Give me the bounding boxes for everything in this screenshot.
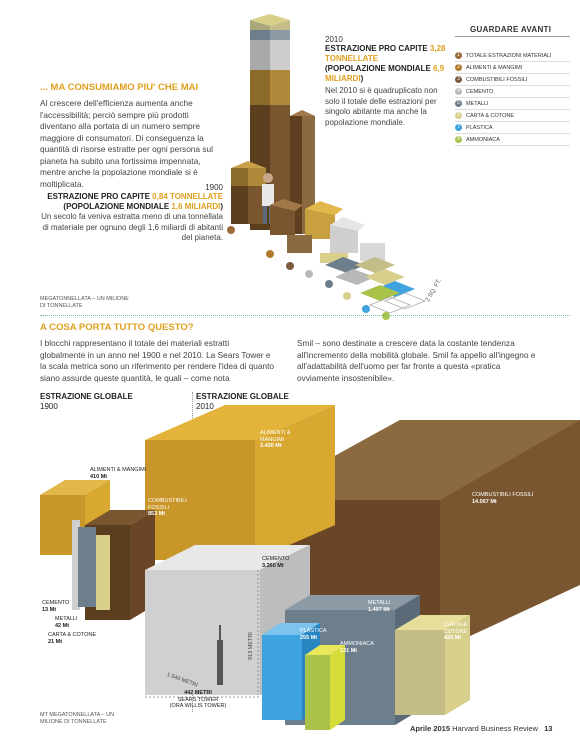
label-1900-metalli: METALLI 42 Mt (55, 616, 78, 629)
legend-number-badge: 8 (455, 136, 462, 143)
label-1900-alimenti: ALIMENTI & MANGIMI 410 Mt (90, 467, 147, 480)
sears-tower-caption: 442 METRI SEARS TOWER (ORA WILLIS TOWER) (169, 690, 227, 709)
section1-heading: ... MA CONSUMIAMO PIU' CHE MAI (40, 82, 199, 93)
legend-item: 3 COMBUSTIBILI FOSSILI (455, 74, 570, 86)
label-2010-cemento: CEMENTO 3.260 Mt (262, 556, 290, 569)
footer-magazine: Harvard Business Review (452, 724, 538, 733)
legend-item: 8 AMMONIACA (455, 134, 570, 146)
legend-item-label: AMMONIACA (466, 136, 500, 143)
section1-body: Al crescere dell'efficienza aumenta anch… (40, 98, 213, 189)
legend-item: 7 PLASTICA (455, 122, 570, 134)
legend-number-badge: 1 (455, 52, 462, 59)
legend-item: 2 ALIMENTI & MANGIMI (455, 62, 570, 74)
legend-item-label: CARTA & COTONE (466, 112, 514, 119)
legend-item: 5 METALLI (455, 98, 570, 110)
marker-6 (343, 292, 351, 300)
header-section-title: GUARDARE AVANTI (470, 25, 552, 34)
footer-month: Aprile 2015 (410, 724, 451, 733)
y2010-line1: ESTRAZIONE PRO CAPITE 3,28 TONNELLATE (P… (325, 44, 446, 83)
global-1900-title: ESTRAZIONE GLOBALE 1900 (40, 392, 133, 411)
marker-4 (305, 270, 313, 278)
scale-note-bottom: MT MEGATONNELLATA – UN MILIONE DI TONNEL… (40, 712, 115, 725)
marker-3 (286, 262, 294, 270)
header-rule (455, 36, 570, 37)
label-2010-metalli: METALLI 1.497 Mt (368, 600, 391, 613)
label-1900-combustibili: COMBUSTIBILI FOSSILI 853 Mt (148, 498, 187, 517)
section2-col1: I blocchi rappresentano il totale dei ma… (40, 338, 275, 383)
legend: 1 TOTALE ESTRAZIONI MATERIALI 2 ALIMENTI & … (455, 50, 570, 146)
marker-2 (266, 250, 274, 258)
legend-item-label: ALIMENTI & MANGIMI (466, 64, 523, 71)
dim-height-label: 913 METRI (248, 632, 254, 660)
label-2010-plastica: PLASTICA 255 Mt (300, 628, 327, 641)
year-1900-block: 1900 ESTRAZIONE PRO CAPITE 0,84 TONNELLA… (40, 183, 223, 244)
legend-number-badge: 4 (455, 88, 462, 95)
year-1900: 1900 (205, 183, 223, 192)
footer-page: 13 (544, 724, 553, 733)
legend-item: 1 TOTALE ESTRAZIONI MATERIALI (455, 50, 570, 62)
label-2010-carta: CARTA & COTONE 420 Mt (444, 622, 468, 641)
marker-5 (325, 280, 333, 288)
label-1900-carta: CARTA & COTONE 21 Mt (48, 632, 96, 645)
label-1900-cemento: CEMENTO 13 Mt (42, 600, 70, 613)
global-blocks (40, 405, 580, 730)
legend-number-badge: 6 (455, 112, 462, 119)
footer: Aprile 2015 Harvard Business Review 13 (410, 724, 552, 733)
legend-number-badge: 5 (455, 100, 462, 107)
legend-item: 6 CARTA & COTONE (455, 110, 570, 122)
year-2010-block: 2010 ESTRAZIONE PRO CAPITE 3,28 TONNELLA… (325, 35, 450, 128)
y1900-line1: ESTRAZIONE PRO CAPITE 0,84 TONNELLATE (P… (47, 192, 223, 211)
section2-col2: Smil – sono destinate a crescere data la… (297, 338, 536, 383)
y2010-desc: Nel 2010 si è quadruplicato non solo il … (325, 86, 438, 127)
global-2010-title: ESTRAZIONE GLOBALE 2010 (196, 392, 289, 411)
isometric-blocks (270, 199, 427, 314)
legend-item-label: TOTALE ESTRAZIONI MATERIALI (466, 52, 552, 59)
marker-1 (227, 226, 235, 234)
section2-heading: A COSA PORTA TUTTO QUESTO? (40, 322, 194, 333)
legend-item-label: COMBUSTIBILI FOSSILI (466, 76, 528, 83)
legend-item-label: CEMENTO (466, 88, 494, 95)
label-2010-alimenti: ALIMENTI & MANGIMI 3.430 Mt (260, 430, 291, 449)
label-2010-combustibili: COMBUSTIBILI FOSSILI 14.067 Mt (472, 492, 534, 505)
legend-number-badge: 3 (455, 76, 462, 83)
label-2010-ammoniaca: AMMONIACA 131 Mt (340, 641, 374, 654)
legend-item-label: PLASTICA (466, 124, 493, 131)
legend-item-label: METALLI (466, 100, 489, 107)
marker-8 (382, 312, 390, 320)
scale-note-top: MEGATONNELLATA – UN MILIONE DI TONNELLAT… (40, 296, 129, 309)
legend-item: 4 CEMENTO (455, 86, 570, 98)
legend-number-badge: 7 (455, 124, 462, 131)
marker-7 (362, 305, 370, 313)
divider-top (40, 315, 570, 316)
legend-number-badge: 2 (455, 64, 462, 71)
y1900-desc: Un secolo fa veniva estratta meno di una… (41, 212, 223, 242)
year-2010: 2010 (325, 35, 343, 44)
